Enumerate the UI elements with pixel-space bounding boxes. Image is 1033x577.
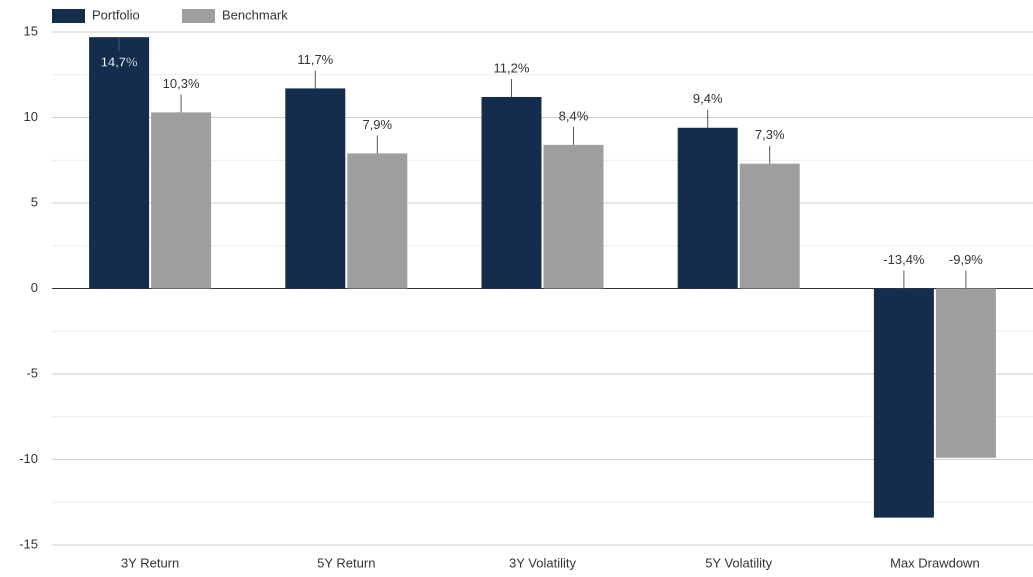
y-tick-label: -10 <box>19 451 38 466</box>
y-tick-label: -15 <box>19 536 38 551</box>
value-label: 8,4% <box>559 108 589 123</box>
x-tick-label: Max Drawdown <box>890 555 980 570</box>
legend-swatch <box>52 9 85 23</box>
x-tick-label: 5Y Volatility <box>705 555 772 570</box>
x-tick-label: 5Y Return <box>317 555 375 570</box>
bar <box>677 127 738 289</box>
bar <box>285 88 346 289</box>
bar <box>151 112 212 289</box>
value-label: 11,2% <box>494 60 530 75</box>
bar <box>347 153 408 289</box>
legend-label: Portfolio <box>92 7 140 22</box>
y-tick-label: 5 <box>31 194 38 209</box>
bar <box>89 37 150 289</box>
value-label: 7,3% <box>755 127 785 142</box>
x-tick-label: 3Y Return <box>121 555 179 570</box>
value-label: 7,9% <box>362 117 392 132</box>
x-tick-label: 3Y Volatility <box>509 555 576 570</box>
value-label: 10,3% <box>163 76 200 91</box>
value-label: -9,9% <box>949 252 983 267</box>
y-tick-label: 10 <box>24 109 38 124</box>
value-label: 9,4% <box>693 91 723 106</box>
value-label: -13,4% <box>883 252 925 267</box>
y-tick-label: -5 <box>26 365 38 380</box>
y-tick-label: 0 <box>31 280 38 295</box>
value-label: 11,7% <box>297 52 333 67</box>
bar <box>873 288 934 518</box>
bar <box>739 163 800 289</box>
bar <box>543 144 604 289</box>
legend-swatch <box>182 9 215 23</box>
value-label: 14,7% <box>101 55 138 70</box>
bar <box>481 96 542 289</box>
legend-label: Benchmark <box>222 7 288 22</box>
y-tick-label: 15 <box>24 23 38 38</box>
bar <box>935 288 996 458</box>
